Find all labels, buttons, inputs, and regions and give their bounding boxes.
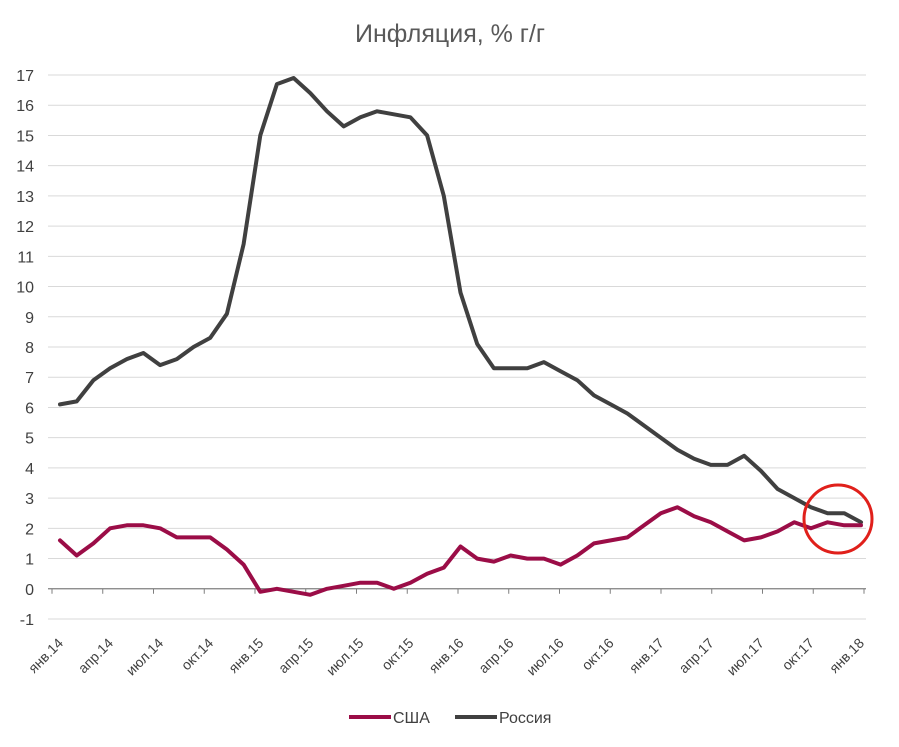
y-tick-label: 12 [16,219,34,236]
x-tick-label: янв.18 [826,635,867,676]
series-line-russia [58,76,863,525]
x-axis: янв.14 апр.14 июл.14 окт.14 янв.15 апр.15 июл.… [25,588,867,679]
y-tick-label: 5 [25,431,34,448]
x-tick-label: янв.15 [225,635,266,676]
legend-label: США [393,710,430,727]
x-tick-label: июл.16 [523,635,567,679]
series-lines [58,76,863,597]
x-tick-label: окт.17 [779,635,818,674]
y-tick-label: 11 [17,249,34,266]
x-tick-label: окт.14 [178,635,217,674]
y-tick-label: 17 [16,68,34,85]
x-tick-label: июл.15 [323,635,367,679]
y-tick-label: 16 [16,98,34,115]
x-tick-label: янв.17 [626,635,667,676]
y-tick-label: 2 [25,521,34,538]
y-tick-label: 15 [16,128,34,145]
y-tick-label: 3 [25,491,34,508]
x-tick-label: июл.17 [723,635,767,679]
x-tick-label: янв.16 [425,635,466,676]
x-tick-label: апр.14 [75,635,117,677]
y-tick-label: 7 [25,370,34,387]
y-tick-label: 1 [25,552,34,569]
x-tick-label: окт.16 [578,635,617,674]
y-tick-label: 6 [25,400,34,417]
legend: США Россия [349,710,551,727]
y-tick-label: 9 [25,310,34,327]
highlight-circle [802,483,874,555]
series-line-usa [58,505,863,597]
x-tick-label: апр.15 [275,635,317,677]
y-tick-label: -1 [20,612,34,629]
x-tick-label: июл.14 [123,635,167,679]
x-tick-label: окт.15 [378,635,417,674]
chart-title: Инфляция, % г/г [355,20,545,48]
y-tick-label: 8 [25,340,34,357]
legend-label: Россия [499,710,551,727]
x-tick-label: янв.14 [25,635,66,676]
y-tick-label: 13 [16,189,34,206]
gridlines [48,74,866,620]
y-tick-label: 0 [25,582,34,599]
y-tick-label: 10 [16,280,34,297]
x-tick-label: апр.17 [675,635,717,677]
x-tick-label: апр.16 [475,635,517,677]
y-tick-label: 4 [25,461,34,478]
y-tick-label: 14 [16,159,34,176]
